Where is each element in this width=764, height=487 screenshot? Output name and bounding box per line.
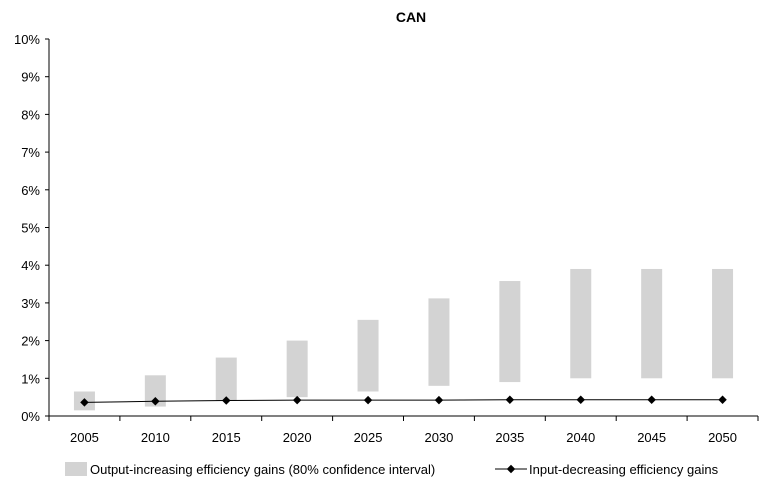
y-tick-label: 9% bbox=[21, 70, 40, 85]
range-bar-2030 bbox=[428, 298, 450, 386]
range-bar-2015 bbox=[215, 357, 237, 401]
line-point-2015 bbox=[222, 396, 231, 405]
line-point-2035 bbox=[505, 395, 515, 405]
y-tick-label: 4% bbox=[21, 258, 40, 273]
legend-label-range: Output-increasing efficiency gains (80% … bbox=[90, 462, 435, 477]
y-tick-label: 8% bbox=[21, 107, 40, 122]
range-bar-2040 bbox=[570, 268, 592, 379]
x-tick-label: 2035 bbox=[495, 430, 524, 445]
range-bar-2010 bbox=[144, 375, 166, 407]
line-point-2005 bbox=[80, 398, 89, 407]
legend: Output-increasing efficiency gains (80% … bbox=[65, 462, 719, 477]
x-tick-label: 2045 bbox=[637, 430, 666, 445]
y-tick-label: 7% bbox=[21, 145, 40, 160]
legend-swatch-range bbox=[65, 462, 87, 476]
range-bar-2025 bbox=[357, 319, 379, 392]
line-point-2050 bbox=[718, 395, 727, 405]
x-tick-label: 2005 bbox=[70, 430, 99, 445]
x-tick-label: 2050 bbox=[708, 430, 737, 445]
range-bar-2020 bbox=[286, 340, 308, 398]
range-bar-2035 bbox=[499, 281, 521, 383]
y-tick-label: 2% bbox=[21, 334, 40, 349]
line-series bbox=[80, 395, 727, 407]
y-tick-label: 6% bbox=[21, 183, 40, 198]
line-point-2040 bbox=[576, 395, 585, 405]
x-tick-label: 2010 bbox=[141, 430, 170, 445]
line-point-2025 bbox=[363, 395, 373, 405]
range-bar-2045 bbox=[641, 268, 663, 379]
x-tick-label: 2030 bbox=[424, 430, 453, 445]
x-tick-label: 2040 bbox=[566, 430, 595, 445]
line-point-2030 bbox=[434, 395, 444, 405]
series-line-input-decreasing bbox=[84, 399, 723, 403]
range-bars bbox=[73, 268, 734, 411]
y-tick-label: 3% bbox=[21, 296, 40, 311]
x-tick-label: 2020 bbox=[283, 430, 312, 445]
x-tick-label: 2015 bbox=[212, 430, 241, 445]
y-tick-label: 5% bbox=[21, 221, 40, 236]
line-point-2020 bbox=[292, 395, 302, 405]
line-point-2045 bbox=[647, 395, 656, 405]
legend-swatch-marker bbox=[506, 464, 516, 474]
line-point-2010 bbox=[151, 397, 160, 406]
range-bar-2050 bbox=[712, 268, 734, 379]
x-axis-ticks: 2005 2010 2015 2020 2025 2030 2035 2040 2045 2050 bbox=[48, 416, 759, 445]
y-tick-label: 0% bbox=[21, 409, 40, 424]
x-tick-label: 2025 bbox=[354, 430, 383, 445]
y-tick-label: 10% bbox=[14, 32, 40, 47]
legend-label-line: Input-decreasing efficiency gains bbox=[529, 462, 719, 477]
chart-title: CAN bbox=[396, 9, 426, 25]
y-axis-ticks: 0% 1% 2% 3% 4% 5% 6% 7% 8% 9% 10% bbox=[14, 32, 49, 424]
y-tick-label: 1% bbox=[21, 371, 40, 386]
